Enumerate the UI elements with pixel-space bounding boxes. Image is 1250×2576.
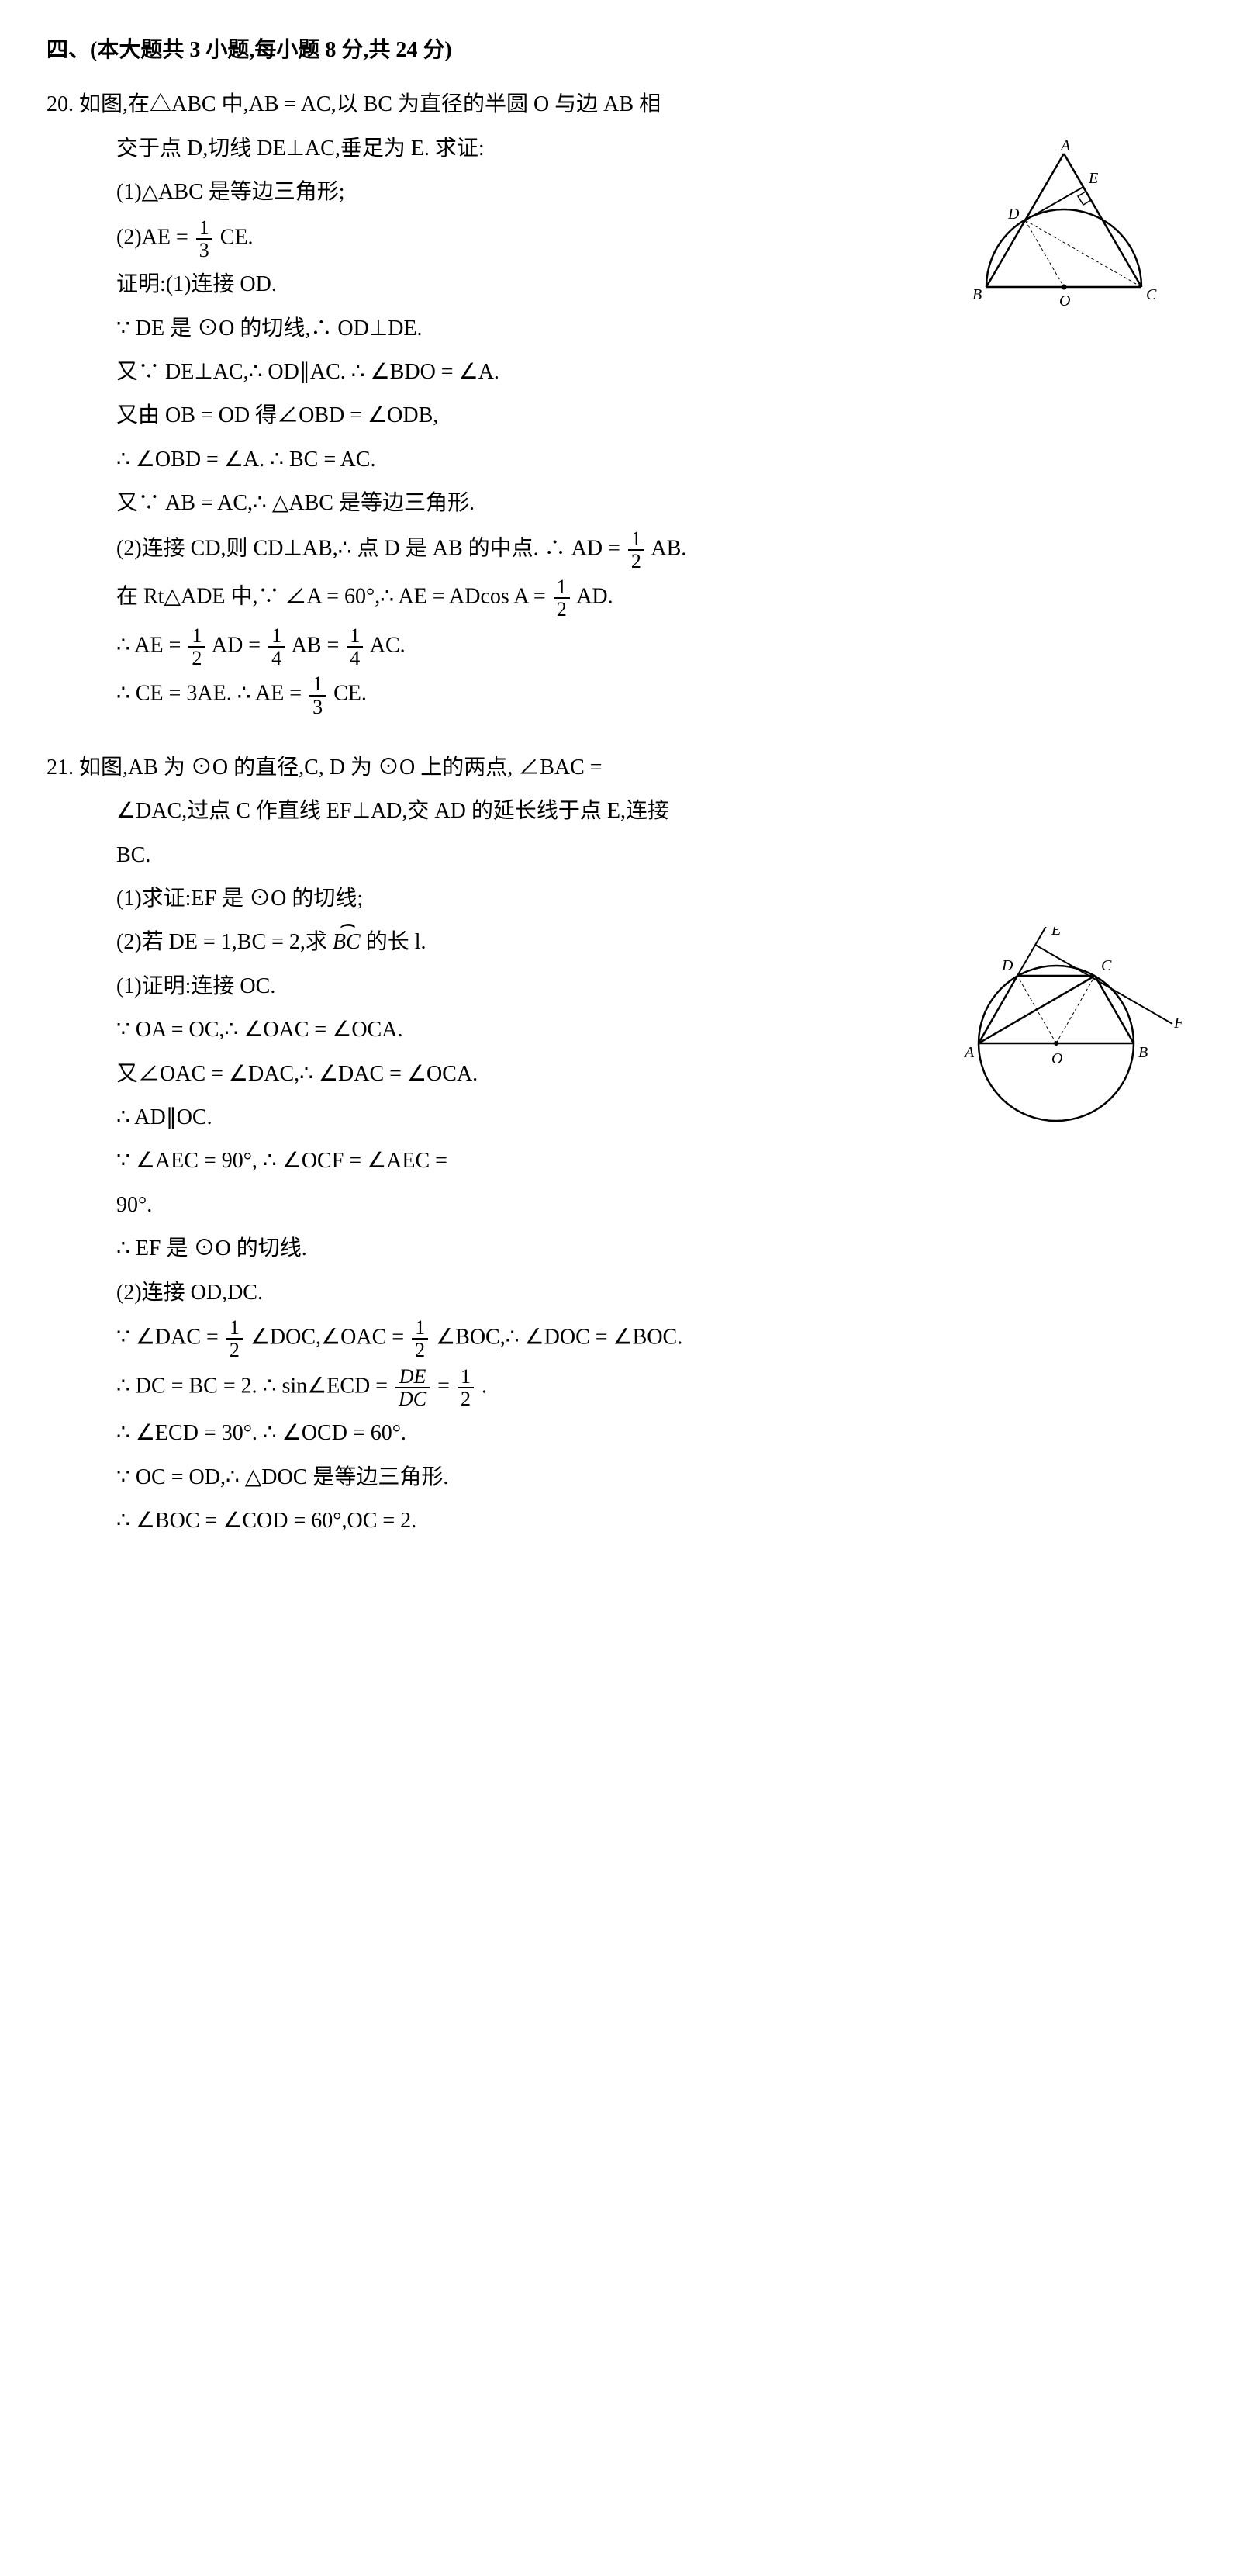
proof-line: ∴ AE = 12 AD = 14 AB = 14 AC. xyxy=(116,625,1203,669)
svg-text:B: B xyxy=(1138,1044,1148,1061)
svg-text:A: A xyxy=(963,1044,975,1061)
fraction: 13 xyxy=(196,217,212,261)
proof-line: ∴ CE = 3AE. ∴ AE = 13 CE. xyxy=(116,673,1203,717)
q2-text: (2)若 DE = 1,BC = 2,求 xyxy=(116,930,327,954)
proof-line: (2)连接 OD,DC. xyxy=(116,1274,1203,1312)
proof-line: ∵ OC = OD,∴ △DOC 是等边三角形. xyxy=(116,1458,1203,1497)
fraction: 14 xyxy=(347,625,363,669)
fraction: 12 xyxy=(412,1317,428,1361)
text: CE. xyxy=(333,682,367,706)
problem-20-diagram: A B C D E O xyxy=(963,140,1188,318)
text: = xyxy=(437,1374,450,1398)
text: 在 Rt△ADE 中,∵ ∠A = 60°,∴ AE = ADcos A = xyxy=(116,585,546,609)
problem-number: 20. xyxy=(47,92,74,116)
fraction: 12 xyxy=(188,625,205,669)
proof-line: 90°. xyxy=(116,1186,1203,1225)
fraction: 14 xyxy=(268,625,285,669)
svg-text:D: D xyxy=(1001,957,1013,974)
svg-text:E: E xyxy=(1088,170,1098,187)
svg-text:A: A xyxy=(1059,140,1071,154)
q2-text-b: 的长 l. xyxy=(366,930,426,954)
proof-line: 又∵ AB = AC,∴ △ABC 是等边三角形. xyxy=(116,484,1203,523)
fraction: 12 xyxy=(554,576,570,621)
proof-line: ∵ ∠DAC = 12 ∠DOC,∠OAC = 12 ∠BOC,∴ ∠DOC =… xyxy=(116,1317,1203,1361)
svg-text:D: D xyxy=(1007,206,1020,223)
problem-21-stem: 21. 如图,AB 为 ⊙O 的直径,C, D 为 ⊙O 上的两点, ∠BAC … xyxy=(47,749,1203,787)
svg-text:O: O xyxy=(1059,292,1070,309)
proof-line: ∵ ∠AEC = 90°, ∴ ∠OCF = ∠AEC = xyxy=(116,1142,1203,1181)
proof-line: ∴ ∠ECD = 30°. ∴ ∠OCD = 60°. xyxy=(116,1414,1203,1453)
arc-bc: BC xyxy=(333,923,361,962)
proof-line: ∴ DC = BC = 2. ∴ sin∠ECD = DEDC = 12 . xyxy=(116,1366,1203,1410)
proof-line: (2)连接 CD,则 CD⊥AB,∴ 点 D 是 AB 的中点. ∴ AD = … xyxy=(116,528,1203,572)
text: AC. xyxy=(370,633,406,657)
section-header: 四、(本大题共 3 小题,每小题 8 分,共 24 分) xyxy=(47,31,1203,70)
problem-21-diagram: A B C D E F O xyxy=(948,927,1188,1129)
proof-line: ∴ EF 是 ⊙O 的切线. xyxy=(116,1229,1203,1268)
fraction: 13 xyxy=(309,673,326,717)
proof-line: 又由 OB = OD 得∠OBD = ∠ODB, xyxy=(116,396,1203,435)
q2-text: (2)AE = xyxy=(116,225,188,249)
text: ∴ DC = BC = 2. ∴ sin∠ECD = xyxy=(116,1374,388,1398)
stem-line: BC. xyxy=(116,836,1203,875)
q2-text-b: CE. xyxy=(220,225,254,249)
proof-line: 又∵ DE⊥AC,∴ OD∥AC. ∴ ∠BDO = ∠A. xyxy=(116,353,1203,392)
text: ∴ CE = 3AE. ∴ AE = xyxy=(116,682,302,706)
svg-text:C: C xyxy=(1146,286,1157,303)
text: ∠DOC,∠OAC = xyxy=(250,1326,404,1350)
fraction: 12 xyxy=(458,1366,474,1410)
svg-text:B: B xyxy=(972,286,982,303)
stem-line: ∠DAC,过点 C 作直线 EF⊥AD,交 AD 的延长线于点 E,连接 xyxy=(116,792,1203,831)
stem-text: 如图,AB 为 ⊙O 的直径,C, D 为 ⊙O 上的两点, ∠BAC = xyxy=(79,756,603,780)
text: ∵ ∠DAC = xyxy=(116,1326,219,1350)
problem-20: A B C D E O 20. 如图,在△ABC 中,AB = AC,以 BC … xyxy=(47,85,1203,717)
problem-number: 21. xyxy=(47,756,74,780)
fraction: DEDC xyxy=(395,1366,430,1410)
text: ∴ AE = xyxy=(116,633,181,657)
stem-text: 如图,在△ABC 中,AB = AC,以 BC 为直径的半圆 O 与边 AB 相 xyxy=(79,92,661,116)
problem-20-stem: 20. 如图,在△ABC 中,AB = AC,以 BC 为直径的半圆 O 与边 … xyxy=(47,85,1203,124)
text: AB = xyxy=(292,633,340,657)
proof-line: ∴ ∠OBD = ∠A. ∴ BC = AC. xyxy=(116,441,1203,479)
fraction: 12 xyxy=(226,1317,243,1361)
proof-line: ∴ ∠BOC = ∠COD = 60°,OC = 2. xyxy=(116,1502,1203,1540)
q1: (1)求证:EF 是 ⊙O 的切线; xyxy=(116,880,1203,918)
svg-text:O: O xyxy=(1051,1050,1062,1067)
text: (2)连接 CD,则 CD⊥AB,∴ 点 D 是 AB 的中点. ∴ AD = xyxy=(116,536,620,560)
text: ∠BOC,∴ ∠DOC = ∠BOC. xyxy=(436,1326,682,1350)
fraction: 12 xyxy=(628,528,644,572)
text: . xyxy=(482,1374,487,1398)
text: AD = xyxy=(212,633,261,657)
svg-text:E: E xyxy=(1051,927,1061,939)
text: AD. xyxy=(576,585,613,609)
problem-21: A B C D E F O 21. 如图,AB 为 ⊙O 的直径,C, D 为 … xyxy=(47,749,1203,1540)
svg-text:F: F xyxy=(1173,1015,1184,1032)
proof-line: 在 Rt△ADE 中,∵ ∠A = 60°,∴ AE = ADcos A = 1… xyxy=(116,576,1203,621)
text: AB. xyxy=(651,536,686,560)
svg-text:C: C xyxy=(1101,957,1112,974)
